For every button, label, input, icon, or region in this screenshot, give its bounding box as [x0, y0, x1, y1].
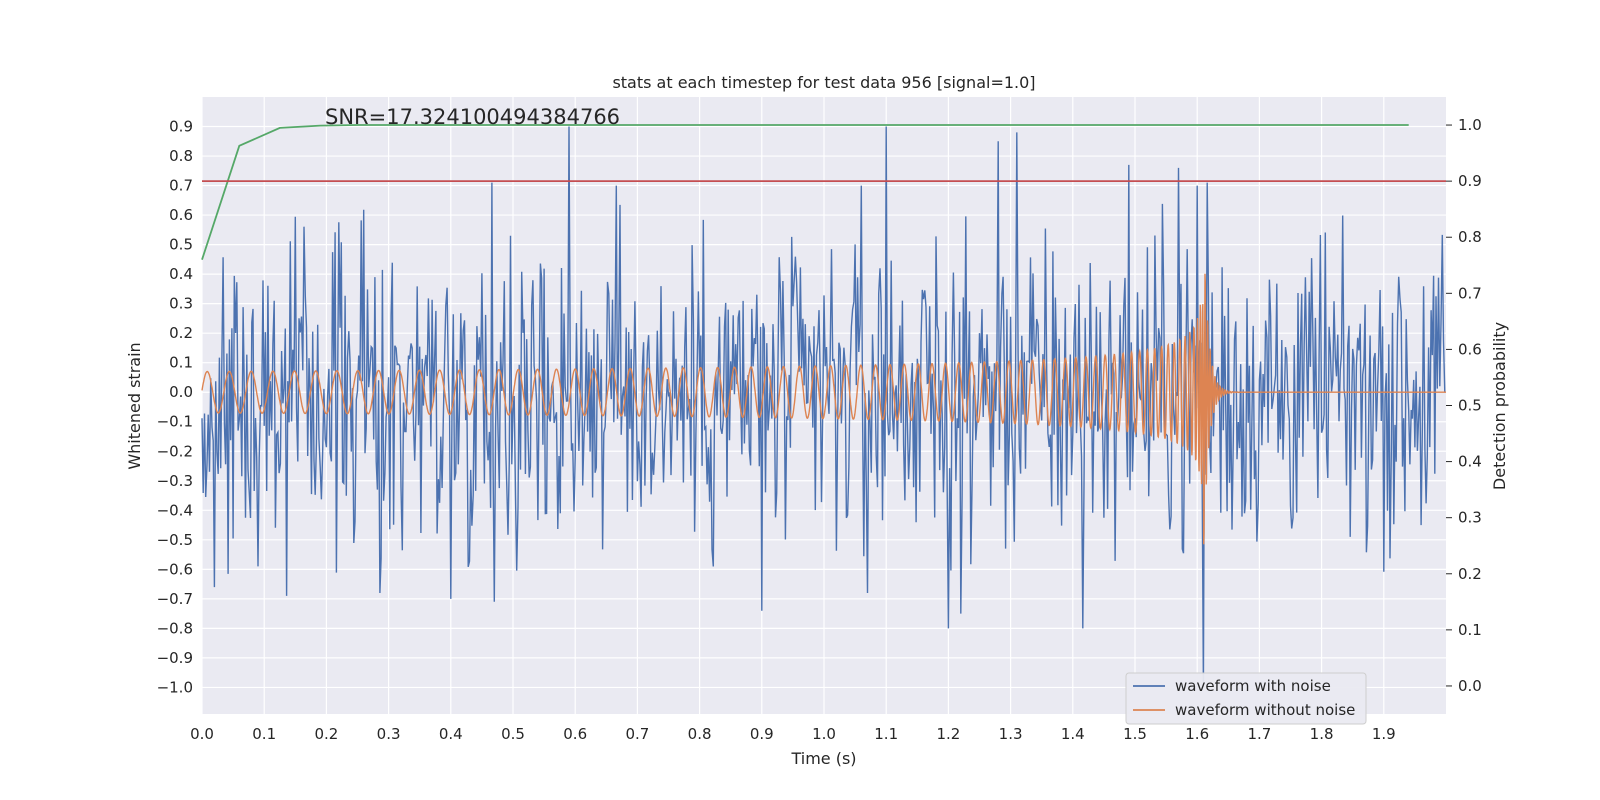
x-tick-label: 1.7 [1247, 725, 1271, 743]
y2-tick-label: 0.3 [1458, 509, 1482, 527]
y2-tick-label: 0.5 [1458, 397, 1482, 415]
y-tick-label: −1.0 [157, 678, 193, 696]
x-axis-label: Time (s) [790, 749, 856, 768]
y-tick-label: −0.4 [157, 501, 193, 519]
series-waveform-with-noise [201, 126, 1446, 688]
y2-tick-label: 0.8 [1458, 228, 1482, 246]
y2-tick-label: 0.7 [1458, 284, 1482, 302]
series-waveform-without-noise [201, 273, 1446, 545]
y2-tick-label: 0.0 [1458, 677, 1482, 695]
x-axis-ticks: 0.0 0.1 0.2 0.3 0.4 0.5 0.6 0.7 0.8 0.9 1.0 1.1 1.2 1… [190, 725, 1396, 743]
x-tick-label: 1.3 [999, 725, 1023, 743]
y-tick-label: −0.5 [157, 531, 193, 549]
x-tick-label: 0.9 [750, 725, 774, 743]
y-tick-label: 0.7 [169, 177, 193, 195]
legend-label-clean: waveform without noise [1175, 701, 1355, 719]
y2-axis-ticks: 1.0 0.9 0.8 0.7 0.6 0.5 0.4 0.3 0.2 0.1 0.0 [1446, 116, 1482, 695]
clean-line [201, 273, 1446, 545]
x-tick-label: 0.0 [190, 725, 214, 743]
y-tick-label: −0.8 [157, 619, 193, 637]
y2-tick-label: 1.0 [1458, 116, 1482, 134]
noise-line [201, 126, 1446, 688]
series-detection-probability [201, 124, 1409, 260]
x-tick-label: 0.7 [625, 725, 649, 743]
y2-tick-label: 0.6 [1458, 340, 1482, 358]
y-tick-label: 0.5 [169, 236, 193, 254]
y-tick-label: −0.3 [157, 472, 193, 490]
x-tick-label: 0.4 [439, 725, 463, 743]
y2-tick-label: 0.1 [1458, 621, 1482, 639]
x-tick-label: 0.6 [563, 725, 587, 743]
y-tick-label: 0.8 [169, 147, 193, 165]
legend: waveform with noise waveform without noi… [1125, 672, 1367, 725]
y-tick-label: 0.6 [169, 206, 193, 224]
y-tick-label: −0.9 [157, 649, 193, 667]
y2-tick-label: 0.2 [1458, 565, 1482, 583]
y-tick-label: −0.6 [157, 560, 193, 578]
x-tick-label: 1.9 [1372, 725, 1396, 743]
x-tick-label: 1.1 [874, 725, 898, 743]
x-tick-label: 1.8 [1310, 725, 1334, 743]
y-tick-label: −0.1 [157, 413, 193, 431]
y2-tick-label: 0.9 [1458, 172, 1482, 190]
probability-line [201, 124, 1409, 260]
y-tick-label: 0.1 [169, 354, 193, 372]
x-tick-label: 0.5 [501, 725, 525, 743]
x-tick-label: 0.1 [252, 725, 276, 743]
x-tick-label: 1.6 [1185, 725, 1209, 743]
legend-label-noise: waveform with noise [1175, 677, 1331, 695]
y-axis-ticks: 0.9 0.8 0.7 0.6 0.5 0.4 0.3 0.2 0.1 0.0 −0.1 −0.2 −0… [157, 118, 193, 697]
x-tick-label: 0.3 [377, 725, 401, 743]
y2-axis-label: Detection probability [1490, 322, 1509, 490]
y-axis-label: Whitened strain [125, 342, 144, 469]
y-tick-label: −0.2 [157, 442, 193, 460]
y-tick-label: 0.0 [169, 383, 193, 401]
x-tick-label: 1.4 [1061, 725, 1085, 743]
snr-annotation: SNR=17.324100494384766 [325, 105, 620, 129]
y-tick-label: 0.2 [169, 324, 193, 342]
x-tick-label: 1.2 [936, 725, 960, 743]
x-tick-label: 0.2 [314, 725, 338, 743]
chart-title: stats at each timestep for test data 956… [612, 73, 1035, 92]
y-tick-label: 0.4 [169, 265, 193, 283]
x-tick-label: 1.5 [1123, 725, 1147, 743]
y2-tick-label: 0.4 [1458, 453, 1482, 471]
x-tick-label: 0.8 [688, 725, 712, 743]
y-tick-label: 0.3 [169, 295, 193, 313]
x-tick-label: 1.0 [812, 725, 836, 743]
y-tick-label: −0.7 [157, 590, 193, 608]
legend-box [1125, 672, 1367, 725]
y-tick-label: 0.9 [169, 118, 193, 136]
